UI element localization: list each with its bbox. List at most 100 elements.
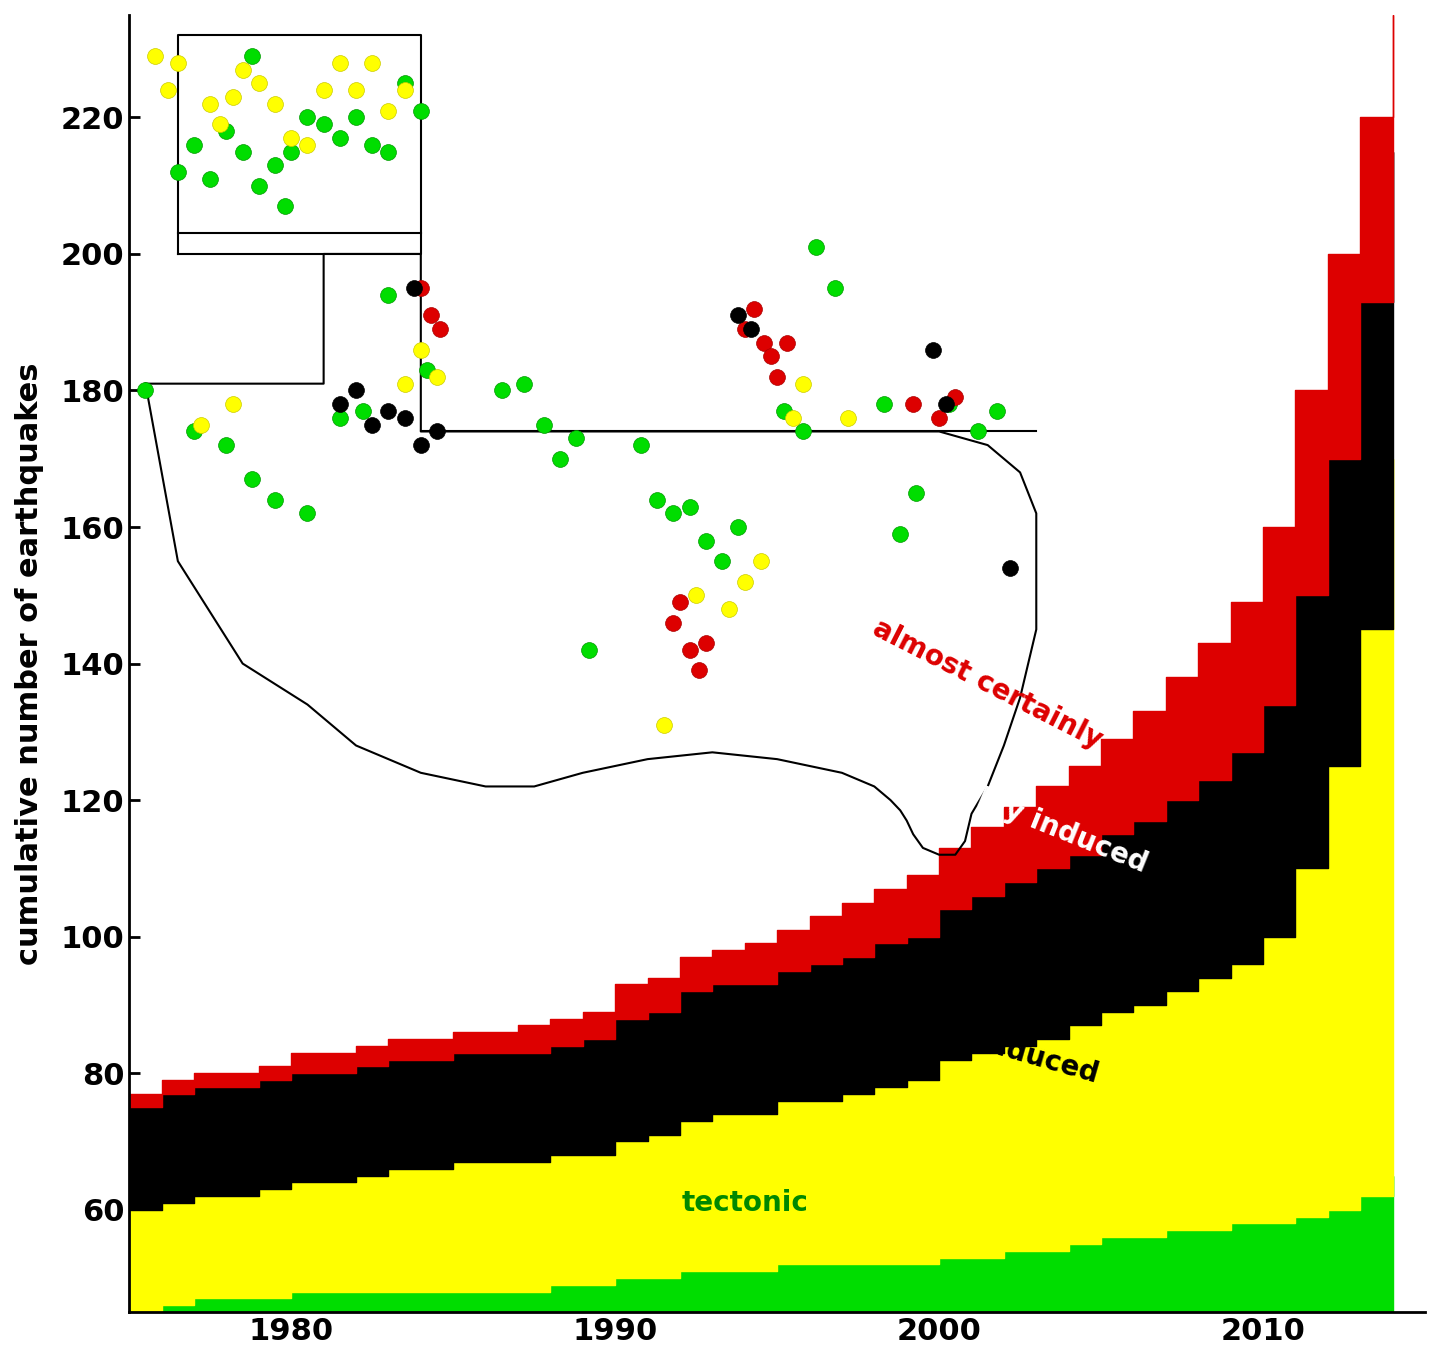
Text: possibly induced: possibly induced (841, 989, 1102, 1089)
Point (419, 305, 442, 327)
Point (377, 140, 400, 162)
Point (409, 99, 432, 121)
Point (215, 434, 238, 456)
Point (824, 278, 847, 299)
Point (189, 414, 212, 436)
Point (183, 421, 206, 442)
Point (222, 393, 245, 415)
Point (904, 482, 927, 504)
Point (743, 298, 766, 320)
Point (240, 468, 264, 490)
Point (775, 332, 798, 354)
Point (393, 72, 416, 94)
Point (403, 278, 426, 299)
Point (652, 715, 675, 736)
Point (425, 366, 448, 388)
Point (717, 597, 740, 619)
Point (733, 570, 756, 592)
Point (694, 529, 717, 551)
Point (935, 393, 958, 415)
Point (295, 502, 318, 524)
Point (966, 421, 989, 442)
Point (328, 52, 351, 73)
Point (312, 79, 336, 101)
Point (157, 79, 180, 101)
Point (873, 393, 896, 415)
Point (922, 339, 945, 361)
Point (490, 380, 513, 401)
Point (351, 400, 374, 422)
Point (360, 133, 383, 155)
Point (678, 640, 701, 661)
Point (360, 52, 383, 73)
Point (749, 550, 772, 572)
Point (232, 140, 255, 162)
Point (274, 195, 297, 216)
Text: almost certainly: almost certainly (868, 614, 1107, 754)
Y-axis label: cumulative number of earthquakes: cumulative number of earthquakes (14, 362, 45, 965)
Point (986, 400, 1009, 422)
Point (144, 45, 167, 67)
Point (549, 448, 572, 470)
Point (248, 72, 271, 94)
Point (393, 407, 416, 429)
Point (409, 434, 432, 456)
Point (999, 557, 1022, 578)
Point (837, 407, 860, 429)
Point (344, 79, 367, 101)
Point (409, 278, 432, 299)
Point (240, 45, 264, 67)
Point (409, 339, 432, 361)
Point (753, 332, 776, 354)
Point (901, 393, 924, 415)
Point (264, 489, 287, 510)
Point (805, 237, 828, 259)
Point (134, 380, 157, 401)
Point (425, 421, 448, 442)
Point (215, 120, 238, 142)
Point (629, 434, 652, 456)
Point (377, 99, 400, 121)
Point (733, 318, 756, 340)
Point (943, 387, 966, 408)
Point (183, 133, 206, 155)
Point (328, 393, 351, 415)
Point (429, 318, 452, 340)
Point (678, 495, 701, 517)
Point (312, 113, 336, 135)
Point (759, 346, 782, 367)
Point (645, 489, 668, 510)
Point (360, 414, 383, 436)
Point (377, 400, 400, 422)
Point (727, 305, 750, 327)
Point (668, 591, 691, 612)
Point (533, 414, 556, 436)
Point (564, 427, 588, 449)
Point (167, 52, 190, 73)
Text: tectonic: tectonic (681, 1190, 808, 1217)
Point (222, 86, 245, 108)
Point (393, 373, 416, 395)
Point (328, 407, 351, 429)
Point (199, 167, 222, 189)
Point (232, 59, 255, 80)
Point (513, 373, 536, 395)
Point (740, 318, 763, 340)
Point (772, 400, 795, 422)
Point (694, 633, 717, 655)
Text: probably induced: probably induced (888, 750, 1152, 878)
Point (295, 106, 318, 128)
Point (710, 550, 733, 572)
Point (328, 127, 351, 148)
Point (344, 106, 367, 128)
Point (264, 93, 287, 114)
Point (279, 140, 302, 162)
Point (792, 421, 815, 442)
Point (937, 393, 960, 415)
Point (792, 373, 815, 395)
Point (248, 174, 271, 196)
Point (393, 79, 416, 101)
Point (688, 660, 711, 682)
Point (888, 523, 912, 544)
Point (662, 611, 685, 633)
